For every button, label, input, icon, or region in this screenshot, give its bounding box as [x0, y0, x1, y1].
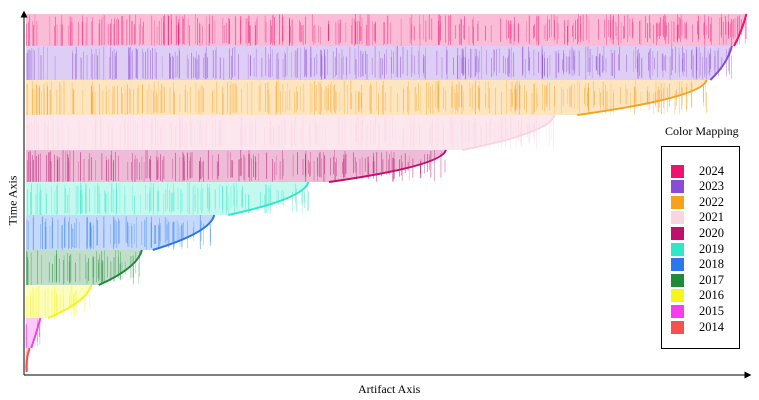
- legend-item-2022: 2022: [671, 195, 724, 209]
- band-2015: [26, 318, 41, 348]
- band-2016: [26, 285, 92, 318]
- legend-swatch: [671, 164, 684, 178]
- frontier-2023: [709, 45, 733, 81]
- legend-label: 2020: [699, 225, 724, 240]
- legend-item-2018: 2018: [671, 257, 724, 272]
- activity-lines: [25, 14, 747, 372]
- band-2020: [26, 150, 446, 182]
- legend-item-2016: 2016: [671, 288, 724, 303]
- frontier-2019: [228, 181, 310, 216]
- legend-swatch: [671, 180, 684, 194]
- legend-label: 2019: [699, 241, 724, 256]
- legend: 2024 2023 2022 2021 2020 2019 2018 2017 2016 2015…: [661, 146, 740, 349]
- legend-label: 2017: [699, 272, 724, 287]
- legend-item-2014: 2014: [671, 320, 724, 334]
- legend-label: 2024: [699, 163, 724, 178]
- band-2018: [26, 215, 215, 250]
- legend-item-2020: 2020: [671, 226, 724, 240]
- frontier-2018: [152, 214, 216, 251]
- legend-label: 2018: [699, 257, 724, 272]
- band-2023: [26, 46, 732, 80]
- legend-label: 2022: [699, 194, 724, 209]
- band-2017: [26, 250, 142, 285]
- legend-swatch: [671, 242, 684, 256]
- legend-swatch: [671, 273, 684, 287]
- frontier-2017: [98, 249, 143, 286]
- legend-swatch: [671, 289, 684, 303]
- legend-item-2024: 2024: [671, 164, 724, 178]
- legend-swatch: [671, 195, 684, 209]
- legend-item-2019: 2019: [671, 242, 724, 256]
- legend-label: 2015: [699, 303, 724, 318]
- x-axis-label: Artifact Axis: [358, 382, 421, 396]
- legend-swatch: [671, 304, 684, 318]
- legend-label: 2016: [699, 288, 724, 303]
- legend-swatch: [671, 320, 684, 334]
- frontier-2014: [25, 347, 31, 373]
- band-2022: [26, 80, 707, 115]
- legend-label: 2021: [699, 210, 724, 225]
- legend-swatch: [671, 226, 684, 240]
- legend-item-2023: 2023: [671, 179, 724, 194]
- legend-item-2021: 2021: [671, 210, 724, 225]
- frontier-2020: [328, 149, 447, 183]
- frontier-2022: [577, 79, 708, 116]
- legend-label: 2023: [699, 179, 724, 194]
- legend-label: 2014: [699, 319, 724, 334]
- legend-swatch: [671, 258, 684, 272]
- legend-item-2017: 2017: [671, 273, 724, 287]
- legend-swatch: [671, 211, 684, 225]
- band-2024: [26, 14, 747, 46]
- y-axis-label: Time Axis: [5, 175, 20, 226]
- legend-title: Color Mapping: [665, 124, 739, 138]
- legend-item-2015: 2015: [671, 304, 724, 318]
